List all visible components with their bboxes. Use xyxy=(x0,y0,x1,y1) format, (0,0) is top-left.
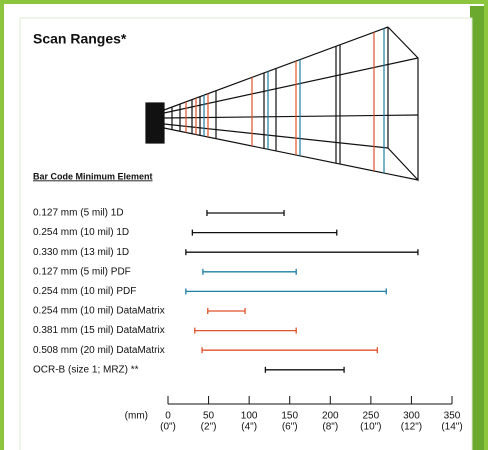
x-tick-label: 50 xyxy=(203,411,215,422)
x-tick-label: 100 xyxy=(241,411,258,422)
x-axis-label: (mm) xyxy=(125,411,148,422)
page: Scan Ranges* Bar Code Minimum Element (m… xyxy=(0,0,488,450)
x-tick-sublabel: (8") xyxy=(322,422,338,433)
category-label: OCR-B (size 1; MRZ) ** xyxy=(33,364,139,375)
category-label: 0.330 mm (13 mil) 1D xyxy=(33,247,129,258)
x-tick-label: 0 xyxy=(165,411,171,422)
x-tick-label: 350 xyxy=(444,411,461,422)
category-label: 0.254 mm (10 mil) DataMatrix xyxy=(33,306,165,317)
chart-title: Scan Ranges* xyxy=(33,31,127,47)
x-tick-sublabel: (4") xyxy=(241,422,257,433)
category-label: 0.254 mm (10 mil) 1D xyxy=(33,227,129,238)
x-tick-sublabel: (0") xyxy=(160,422,176,433)
x-tick-label: 150 xyxy=(281,411,298,422)
x-tick-sublabel: (14") xyxy=(441,422,462,433)
chart: Scan Ranges* Bar Code Minimum Element (m… xyxy=(0,0,488,450)
scanner xyxy=(146,103,164,143)
x-tick-label: 200 xyxy=(322,411,339,422)
x-tick-sublabel: (12") xyxy=(401,422,422,433)
x-tick-sublabel: (2") xyxy=(201,422,217,433)
x-tick-label: 300 xyxy=(403,411,420,422)
x-tick-sublabel: (10") xyxy=(360,422,381,433)
category-label: 0.254 mm (10 mil) PDF xyxy=(33,286,136,297)
category-label: 0.127 mm (5 mil) PDF xyxy=(33,266,131,277)
category-label: 0.508 mm (20 mil) DataMatrix xyxy=(33,345,165,356)
x-tick-label: 250 xyxy=(363,411,380,422)
category-label: 0.127 mm (5 mil) 1D xyxy=(33,208,124,219)
category-label: 0.381 mm (15 mil) DataMatrix xyxy=(33,325,165,336)
x-tick-sublabel: (6") xyxy=(282,422,298,433)
subtitle: Bar Code Minimum Element xyxy=(33,171,153,181)
